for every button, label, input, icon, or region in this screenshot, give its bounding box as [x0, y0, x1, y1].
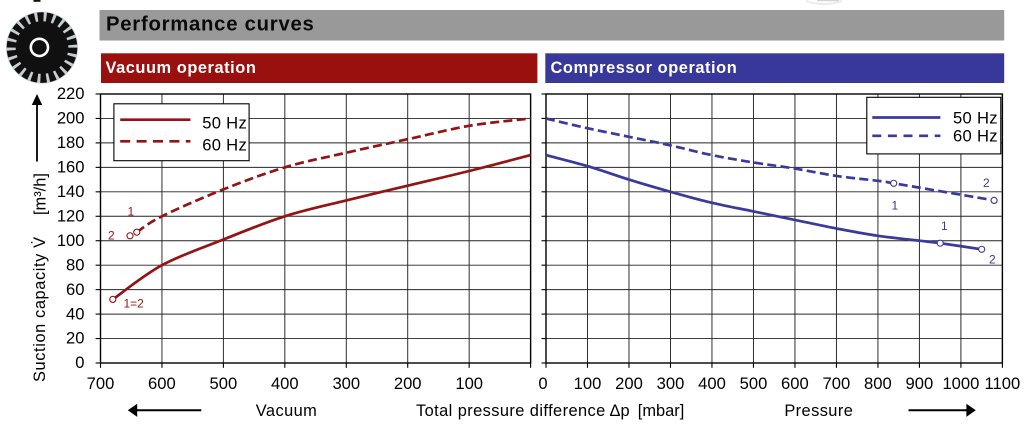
svg-text:1000: 1000 [942, 374, 979, 393]
svg-text:60 Hz: 60 Hz [202, 136, 247, 155]
svg-text:120: 120 [57, 207, 85, 226]
svg-text:900: 900 [906, 374, 934, 393]
svg-text:1: 1 [128, 205, 135, 219]
svg-text:500: 500 [210, 374, 238, 393]
svg-text:Vacuum operation: Vacuum operation [106, 59, 257, 77]
svg-text:50 Hz: 50 Hz [202, 114, 247, 133]
svg-text:100: 100 [574, 374, 602, 393]
svg-text:160: 160 [57, 158, 85, 177]
svg-text:200: 200 [57, 109, 85, 128]
svg-text:1=2: 1=2 [124, 297, 145, 311]
svg-text:[mbar]: [mbar] [638, 402, 684, 420]
svg-text:0: 0 [538, 374, 547, 393]
svg-text:300: 300 [657, 374, 685, 393]
svg-text:Compressor operation: Compressor operation [551, 59, 738, 77]
svg-text:80: 80 [66, 255, 84, 274]
svg-text:100: 100 [455, 374, 483, 393]
svg-text:140: 140 [57, 182, 85, 201]
svg-text:400: 400 [698, 374, 726, 393]
svg-text:1: 1 [941, 219, 948, 233]
svg-text:220: 220 [57, 84, 85, 103]
svg-text:40: 40 [66, 304, 84, 323]
svg-text:2: 2 [108, 229, 115, 243]
svg-text:600: 600 [148, 374, 176, 393]
svg-text:500: 500 [740, 374, 768, 393]
svg-text:100: 100 [57, 231, 85, 250]
svg-text:0: 0 [75, 353, 84, 372]
svg-text:50 Hz: 50 Hz [953, 108, 998, 127]
svg-text:1100: 1100 [985, 374, 1021, 393]
svg-text:800: 800 [864, 374, 892, 393]
svg-text:[m³/h]: [m³/h] [32, 173, 50, 215]
svg-text:20: 20 [66, 329, 84, 348]
svg-text:2: 2 [983, 176, 990, 190]
svg-text:200: 200 [394, 374, 422, 393]
svg-text:180: 180 [57, 133, 85, 152]
svg-text:200: 200 [615, 374, 643, 393]
svg-text:60: 60 [66, 280, 84, 299]
svg-text:Performance curves: Performance curves [106, 14, 315, 36]
svg-text:60 Hz: 60 Hz [953, 127, 998, 146]
svg-text:400: 400 [271, 374, 299, 393]
svg-text:2: 2 [989, 253, 996, 267]
svg-text:600: 600 [781, 374, 809, 393]
svg-text:Total pressure difference: Total pressure difference [416, 402, 606, 420]
svg-text:700: 700 [823, 374, 851, 393]
svg-text:Δp: Δp [610, 402, 630, 420]
svg-text:300: 300 [332, 374, 360, 393]
svg-text:Vacuum: Vacuum [256, 402, 317, 420]
svg-text:1: 1 [892, 199, 899, 213]
svg-text:700: 700 [87, 374, 115, 393]
svg-text:Suction capacity V̇: Suction capacity V̇ [30, 236, 48, 382]
svg-text:Pressure: Pressure [784, 402, 853, 420]
